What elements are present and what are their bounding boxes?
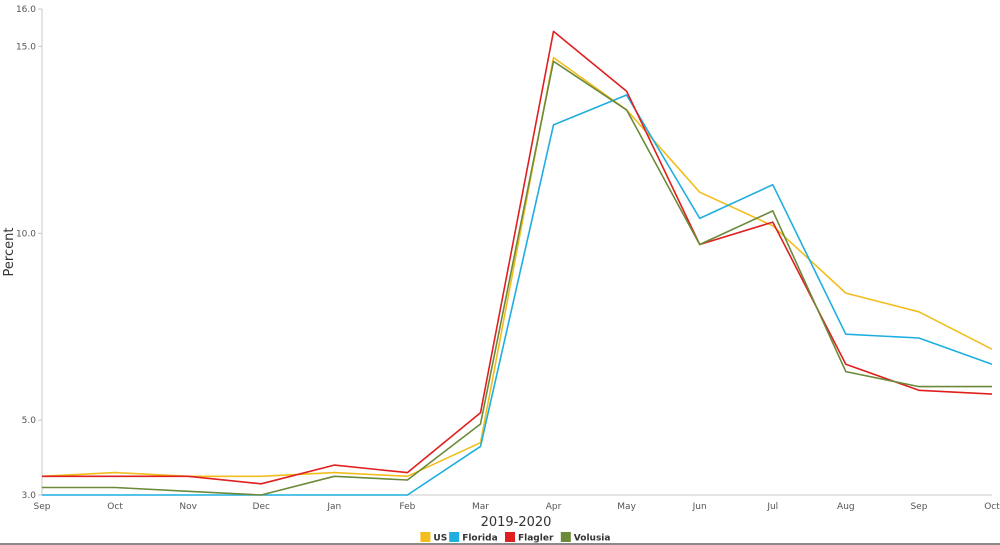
x-tick-labels: Sep Oct Nov Dec Jan Feb Mar Apr May Jun Jul Aug Sep O… (34, 502, 1000, 512)
series-lines (41, 30, 993, 496)
x-tick-label: Feb (399, 502, 415, 512)
legend-label-us: US (433, 534, 447, 544)
x-tick-label: Sep (910, 502, 927, 512)
y-tick-labels: 3.0 5.0 10.0 15.0 16.0 (16, 5, 42, 501)
legend: US Florida Flagler Volusia (420, 532, 610, 544)
y-tick-label: 16.0 (16, 5, 36, 15)
legend-label-volusia: Volusia (574, 534, 611, 544)
series-line-volusia (42, 60, 992, 496)
legend-swatch-us (420, 532, 431, 542)
y-tick-label: 5.0 (22, 416, 37, 426)
series-line-flagler (42, 30, 993, 485)
legend-swatch-flagler (505, 532, 515, 542)
x-tick-label: Jun (692, 502, 707, 512)
legend-swatch-volusia (560, 532, 571, 542)
x-tick-label: Jan (326, 502, 341, 512)
y-tick-label: 15.0 (16, 42, 36, 52)
y-tick-label: 10.0 (16, 229, 36, 239)
x-tick-label: Nov (179, 502, 197, 512)
x-tick-label: Apr (546, 502, 562, 512)
y-axis-title: Percent (2, 228, 17, 277)
series-line-us (41, 56, 993, 478)
legend-label-flagler: Flagler (518, 534, 554, 544)
x-tick-label: Jul (766, 502, 778, 512)
x-axis-title: 2019-2020 (481, 515, 552, 530)
x-tick-label: Oct (984, 502, 1000, 512)
x-tick-label: Dec (253, 502, 270, 512)
x-tick-label: Oct (107, 502, 123, 512)
y-tick-label: 3.0 (22, 491, 37, 501)
legend-swatch-florida (449, 532, 460, 542)
bottom-divider (0, 543, 1000, 545)
x-tick-label: Mar (472, 502, 489, 512)
x-tick-label: Sep (34, 502, 51, 512)
x-tick-label: May (617, 502, 636, 512)
series-line-florida (42, 94, 993, 496)
x-tick-label: Aug (837, 502, 855, 512)
legend-label-florida: Florida (462, 534, 497, 544)
